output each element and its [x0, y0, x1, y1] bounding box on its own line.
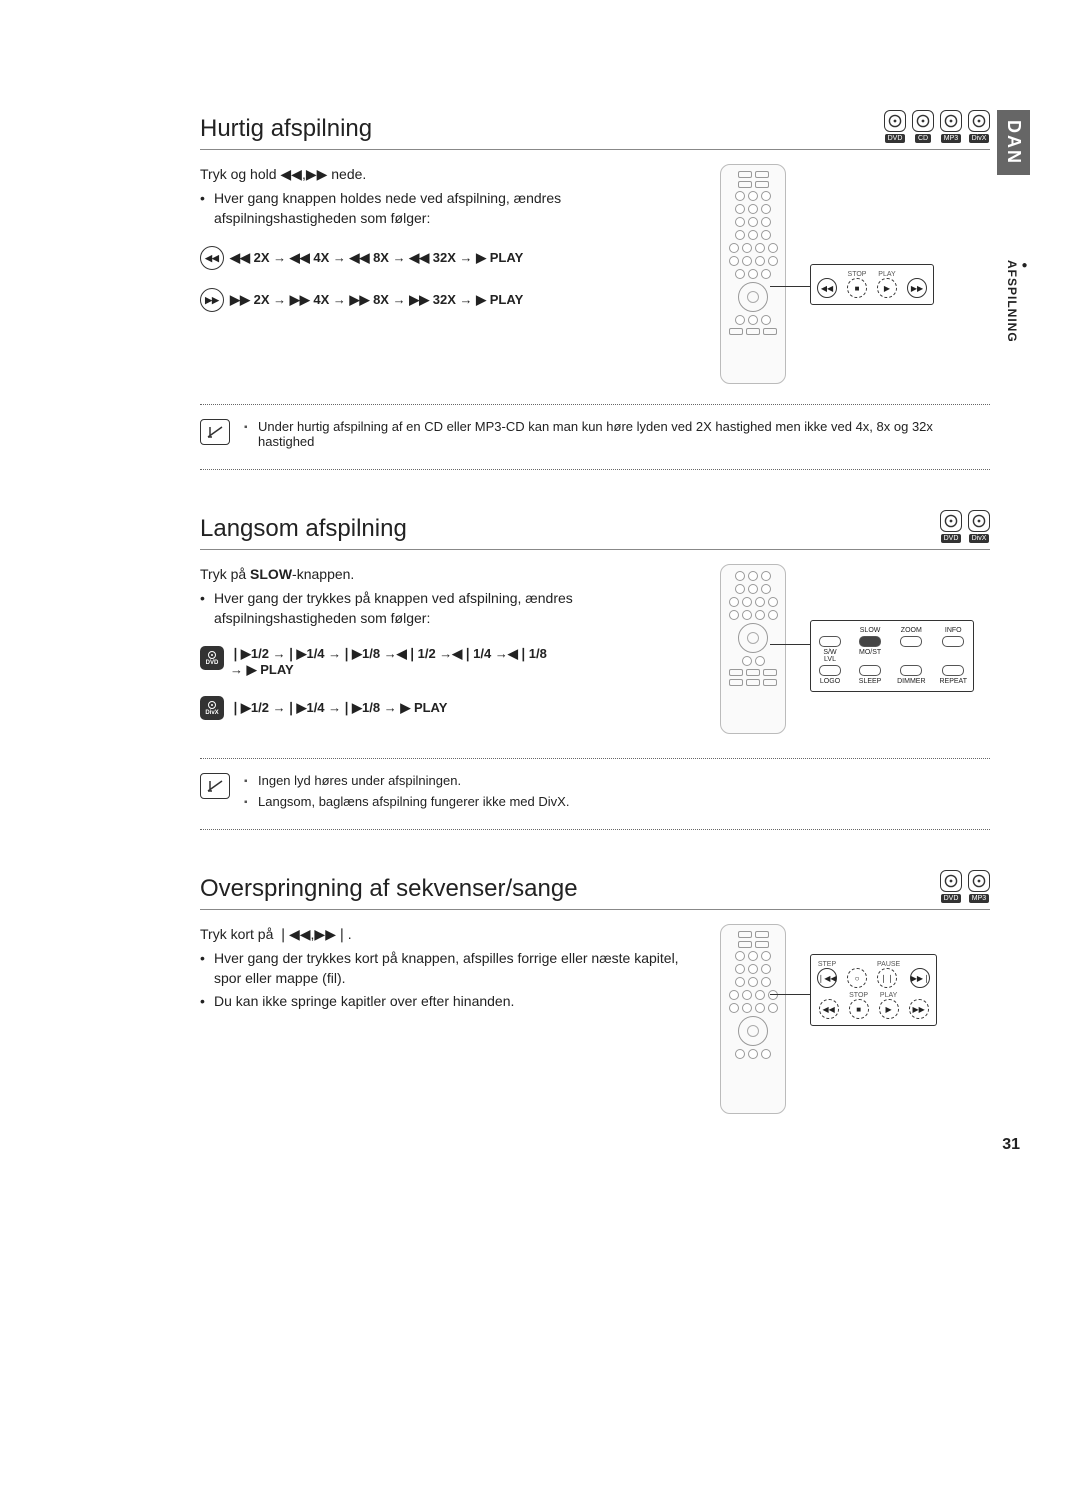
instruction-text: Tryk kort på ❘◀◀,▶▶❘. — [200, 924, 700, 945]
section-title-fast: Hurtig afspilning DVD CD MP3 DivX — [200, 110, 990, 150]
language-tab: DAN — [997, 110, 1030, 175]
dvd-badge-icon: DVD — [200, 646, 224, 670]
divx-badge-icon: DivX — [200, 696, 224, 720]
title-text: Hurtig afspilning — [200, 115, 372, 143]
instruction-text: Tryk og hold ◀◀,▶▶ nede. — [200, 164, 700, 185]
disc-icon — [940, 870, 962, 892]
remote-diagram-skip: STEP❘◀◀ ○ PAUSE❘❘ ▶▶❘ ◀◀ STOP■ PLAY▶ ▶▶ — [720, 924, 990, 1114]
section-title-slow: Langsom afspilning DVD DivX — [200, 510, 990, 550]
play-button-icon: ▶ — [879, 999, 899, 1019]
note-icon — [200, 419, 230, 445]
bullet-text: Du kan ikke springe kapitler over efter … — [200, 992, 700, 1012]
note-box-slow: Ingen lyd høres under afspilningen. Lang… — [200, 758, 990, 830]
bullet-text: Hver gang knappen holdes nede ved afspil… — [200, 189, 700, 228]
remote-outline — [720, 924, 786, 1114]
next-button-icon: ▶▶❘ — [910, 968, 930, 988]
section-title-skip: Overspringning af sekvenser/sange DVD MP… — [200, 870, 990, 910]
speed-sequence-rewind: ◀◀ ◀◀ 2X → ◀◀ 4X → ◀◀ 8X → ◀◀ 32X → ▶ PL… — [200, 246, 700, 270]
forward-button-icon: ▶▶ — [907, 278, 927, 298]
remote-diagram-slow: SLOWZOOMINFO S/W LVLMO/ST LOGOSLEEPDIMME… — [720, 564, 990, 734]
remote-outline — [720, 164, 786, 384]
disc-badges-fast: DVD CD MP3 DivX — [884, 110, 990, 143]
stop-button-icon: ■ — [849, 999, 869, 1019]
disc-icon — [968, 110, 990, 132]
rewind-button-icon: ◀◀ — [817, 278, 837, 298]
bullet-text: Hver gang der trykkes på knappen ved afs… — [200, 589, 700, 628]
disc-icon — [884, 110, 906, 132]
callout-buttons: STEP❘◀◀ ○ PAUSE❘❘ ▶▶❘ ◀◀ STOP■ PLAY▶ ▶▶ — [810, 954, 937, 1026]
slow-button-icon — [859, 636, 881, 647]
rewind-icon: ◀◀ — [200, 246, 224, 270]
prev-button-icon: ❘◀◀ — [817, 968, 837, 988]
section-side-label: AFSPILNING — [1005, 260, 1030, 343]
callout-buttons: SLOWZOOMINFO S/W LVLMO/ST LOGOSLEEPDIMME… — [810, 620, 974, 692]
note-text: Under hurtig afspilning af en CD eller M… — [244, 419, 990, 449]
speed-sequence-forward: ▶▶ ▶▶ 2X → ▶▶ 4X → ▶▶ 8X → ▶▶ 32X → ▶ PL… — [200, 288, 700, 312]
note-box-fast: Under hurtig afspilning af en CD eller M… — [200, 404, 990, 470]
disc-icon — [940, 510, 962, 532]
instruction-text: Tryk på SLOW-knappen. — [200, 564, 700, 585]
bullet-text: Hver gang der trykkes kort på knappen, a… — [200, 949, 700, 988]
pause-button-icon: ❘❘ — [877, 968, 897, 988]
speed-sequence-dvd: DVD ❘▶1/2 →❘▶1/4 →❘▶1/8 →◀❘1/2 →◀❘1/4 →◀… — [200, 646, 700, 678]
callout-buttons: ◀◀ STOP■ PLAY▶ ▶▶ — [810, 264, 934, 305]
remote-diagram-fast: ◀◀ STOP■ PLAY▶ ▶▶ — [720, 164, 990, 384]
speed-sequence-divx: DivX ❘▶1/2 →❘▶1/4 →❘▶1/8 → ▶ PLAY — [200, 696, 700, 720]
manual-page: DAN AFSPILNING Hurtig afspilning DVD CD … — [0, 0, 1080, 1194]
forward-icon: ▶▶ — [200, 288, 224, 312]
note-text: Ingen lyd høres under afspilningen. — [244, 773, 990, 788]
page-number: 31 — [1002, 1136, 1020, 1154]
title-text: Overspringning af sekvenser/sange — [200, 875, 578, 903]
note-text: Langsom, baglæns afspilning fungerer ikk… — [244, 794, 990, 809]
disc-icon — [912, 110, 934, 132]
disc-icon — [940, 110, 962, 132]
play-button-icon: ▶ — [877, 278, 897, 298]
disc-icon — [968, 870, 990, 892]
disc-badges-slow: DVD DivX — [940, 510, 990, 543]
remote-outline — [720, 564, 786, 734]
stop-button-icon: ■ — [847, 278, 867, 298]
note-icon — [200, 773, 230, 799]
title-text: Langsom afspilning — [200, 515, 407, 543]
disc-badges-skip: DVD MP3 — [940, 870, 990, 903]
disc-icon — [968, 510, 990, 532]
